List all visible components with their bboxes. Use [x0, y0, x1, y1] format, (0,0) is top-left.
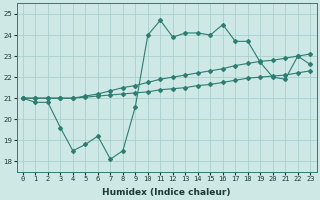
X-axis label: Humidex (Indice chaleur): Humidex (Indice chaleur) [102, 188, 231, 197]
